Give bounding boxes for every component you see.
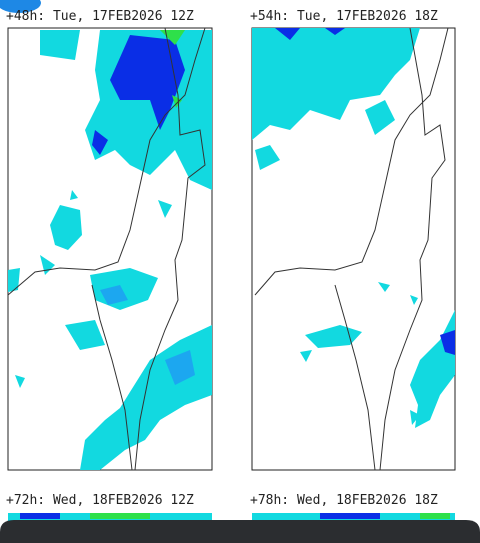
- bottom-bar: [0, 520, 480, 543]
- map-panel: [251, 27, 456, 471]
- panel-title: +78h: Wed, 18FEB2026 18Z: [250, 493, 438, 508]
- avatar: [0, 0, 41, 13]
- map-panel-partial: [8, 513, 455, 523]
- panel-title: +72h: Wed, 18FEB2026 12Z: [6, 493, 194, 508]
- map-panel: [7, 27, 213, 471]
- panel-title: +48h: Tue, 17FEB2026 12Z: [6, 9, 194, 24]
- panel-title: +54h: Tue, 17FEB2026 18Z: [250, 9, 438, 24]
